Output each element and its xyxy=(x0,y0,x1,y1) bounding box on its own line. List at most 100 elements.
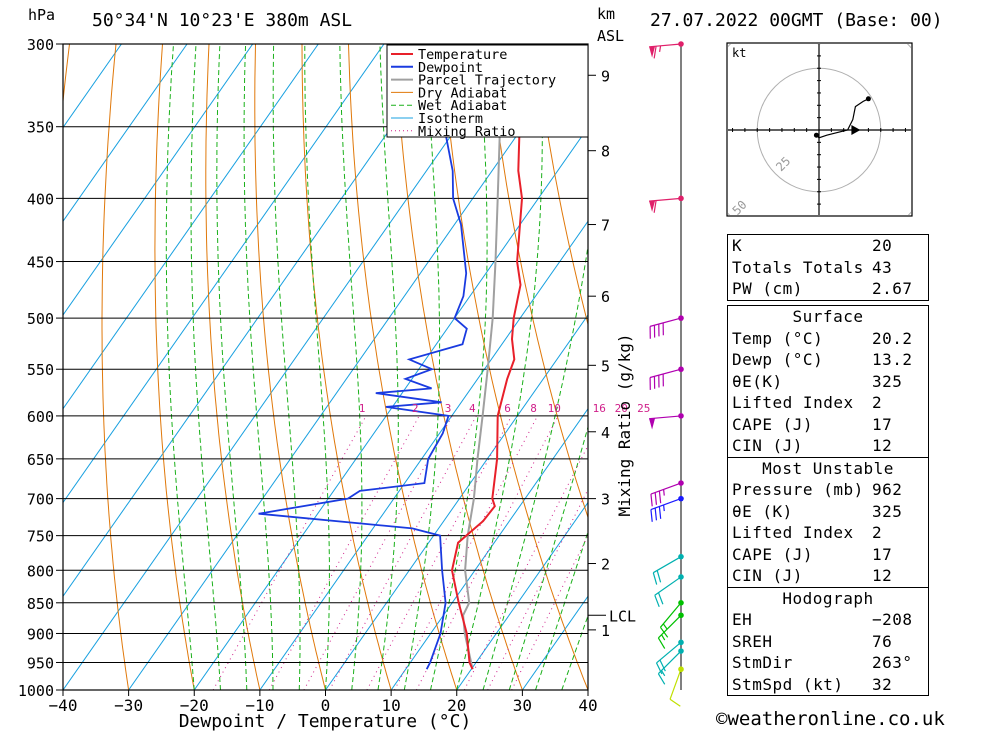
wind-barb-shaft xyxy=(649,43,682,48)
pressure-tick-label: 600 xyxy=(27,408,54,426)
temp-tick-label: 20 xyxy=(447,696,466,715)
mu-row: θE (K) 325 xyxy=(728,501,928,523)
wind-barb xyxy=(669,666,684,707)
storm-motion-marker xyxy=(851,125,861,135)
isotherm-line xyxy=(63,44,122,129)
isotherm-line xyxy=(63,44,254,316)
wind-barb-flag xyxy=(669,698,681,707)
temp-tick-label: 10 xyxy=(381,696,400,715)
wind-barb-flag xyxy=(654,507,658,521)
isotherm-line xyxy=(63,44,385,504)
wind-barb-shaft xyxy=(650,482,682,495)
wind-barb-shaft xyxy=(649,368,682,379)
wind-barb xyxy=(650,480,684,507)
index-label: PW (cm) xyxy=(732,279,803,298)
dry-adiabat-line xyxy=(101,44,130,690)
wind-barb-shaft xyxy=(656,641,682,664)
wind-barb xyxy=(650,495,684,522)
wind-barb-half-flag xyxy=(661,634,666,641)
wind-barb xyxy=(649,315,684,339)
index-value: 325 xyxy=(872,501,903,521)
wind-barb-shaft xyxy=(657,650,682,675)
wind-barb xyxy=(649,195,684,213)
credit-link[interactable]: ©weatheronline.co.uk xyxy=(716,708,945,730)
temp-tick-label: −20 xyxy=(180,696,209,715)
mixing-ratio-label: 4 xyxy=(469,402,476,415)
index-value: 263° xyxy=(872,653,913,672)
legend-entry: Temperature xyxy=(418,47,507,63)
dry-adiabat-line xyxy=(534,44,588,327)
surface-row: CAPE (J) 17 xyxy=(728,414,928,436)
mu-row: CAPE (J) 17 xyxy=(728,544,928,566)
index-label: SREH xyxy=(732,631,773,651)
wind-barb-flag xyxy=(653,200,657,213)
wind-barb-flag xyxy=(657,637,666,649)
plot-frame xyxy=(62,43,589,691)
pressure-tick-label: 650 xyxy=(27,451,54,469)
index-value: 76 xyxy=(872,631,893,651)
mu-row: Pressure (mb) 962 xyxy=(728,479,928,501)
pressure-tick-label: 350 xyxy=(27,119,54,137)
wind-barb xyxy=(649,366,684,390)
wind-barb-half-flag xyxy=(663,489,665,496)
legend-entry: Mixing Ratio xyxy=(418,124,516,140)
index-row-k: K 20 xyxy=(728,235,928,257)
hodograph-title: Hodograph xyxy=(728,586,928,610)
index-row-totals: Totals Totals 43 xyxy=(728,257,928,279)
height-tick-label: 7 xyxy=(601,217,610,235)
index-label: Dewp (°C) xyxy=(732,350,824,369)
index-label: CIN (J) xyxy=(732,566,803,585)
height-tick-label: 9 xyxy=(601,67,610,85)
pressure-tick-label: 950 xyxy=(27,654,54,672)
location-title: 50°34'N 10°23'E 380m ASL xyxy=(92,10,353,31)
wind-barb-pennant xyxy=(649,418,656,430)
km-unit-label: km xyxy=(597,5,616,23)
legend-entry: Parcel Trajectory xyxy=(418,73,556,89)
wind-barb-flag xyxy=(657,673,666,685)
wind-barb-half-flag xyxy=(661,670,666,677)
index-value: 43 xyxy=(872,257,893,277)
height-tick-label: 2 xyxy=(601,556,610,574)
wind-barb xyxy=(657,648,684,685)
wind-barb-shaft xyxy=(654,576,682,596)
height-tick-label: 1 xyxy=(601,622,610,640)
index-row-pw: PW (cm) 2.67 xyxy=(728,278,928,300)
temp-tick-label: −30 xyxy=(114,696,143,715)
wind-barb xyxy=(655,639,684,675)
wet-adiabat-line xyxy=(456,44,543,690)
dry-adiabat-line xyxy=(301,44,392,690)
index-label: Lifted Index xyxy=(732,523,854,542)
wind-barb-flag xyxy=(658,506,662,519)
dewpoint-curve xyxy=(258,44,468,670)
axes: 1 2 3 4 6 8 10 16 20 2530035040045050055060065070… xyxy=(18,36,651,732)
mixing-ratio-label: 20 xyxy=(615,402,628,415)
background-lines xyxy=(63,44,1000,690)
wet-adiabat-line xyxy=(377,44,399,690)
wind-barb-shaft xyxy=(652,556,682,574)
mixing-ratio-label: 16 xyxy=(593,402,606,415)
isotherm-line xyxy=(63,44,319,410)
wind-barb-half-flag xyxy=(662,623,668,630)
wet-adiabat-line xyxy=(216,44,248,690)
index-value: 12 xyxy=(872,566,893,585)
pressure-tick-label: 800 xyxy=(27,562,54,580)
surface-title: Surface xyxy=(792,307,864,326)
index-value: 17 xyxy=(872,414,893,434)
dry-adiabat-line xyxy=(441,44,588,690)
indices-basic-table: K 20 Totals Totals 43 PW (cm) 2.67 xyxy=(727,234,929,301)
wind-barb-shaft xyxy=(649,317,682,327)
wet-adiabat-line xyxy=(165,44,195,690)
index-value: 2.67 xyxy=(872,279,913,298)
datetime-title: 27.07.2022 00GMT (Base: 00) xyxy=(650,10,943,31)
wind-barb-shaft xyxy=(659,602,682,628)
isotherm-line xyxy=(63,44,450,598)
dry-adiabat-line xyxy=(953,44,1000,690)
dry-adiabat-line xyxy=(205,44,261,690)
mixing-ratio-line xyxy=(329,415,477,690)
hodo-row: EH −208 xyxy=(728,609,928,631)
mixing-ratio-label: 8 xyxy=(530,402,537,415)
wind-barbs xyxy=(649,41,684,707)
index-label: θE(K) xyxy=(732,371,783,391)
mixing-ratio-label: 2 xyxy=(412,402,419,415)
